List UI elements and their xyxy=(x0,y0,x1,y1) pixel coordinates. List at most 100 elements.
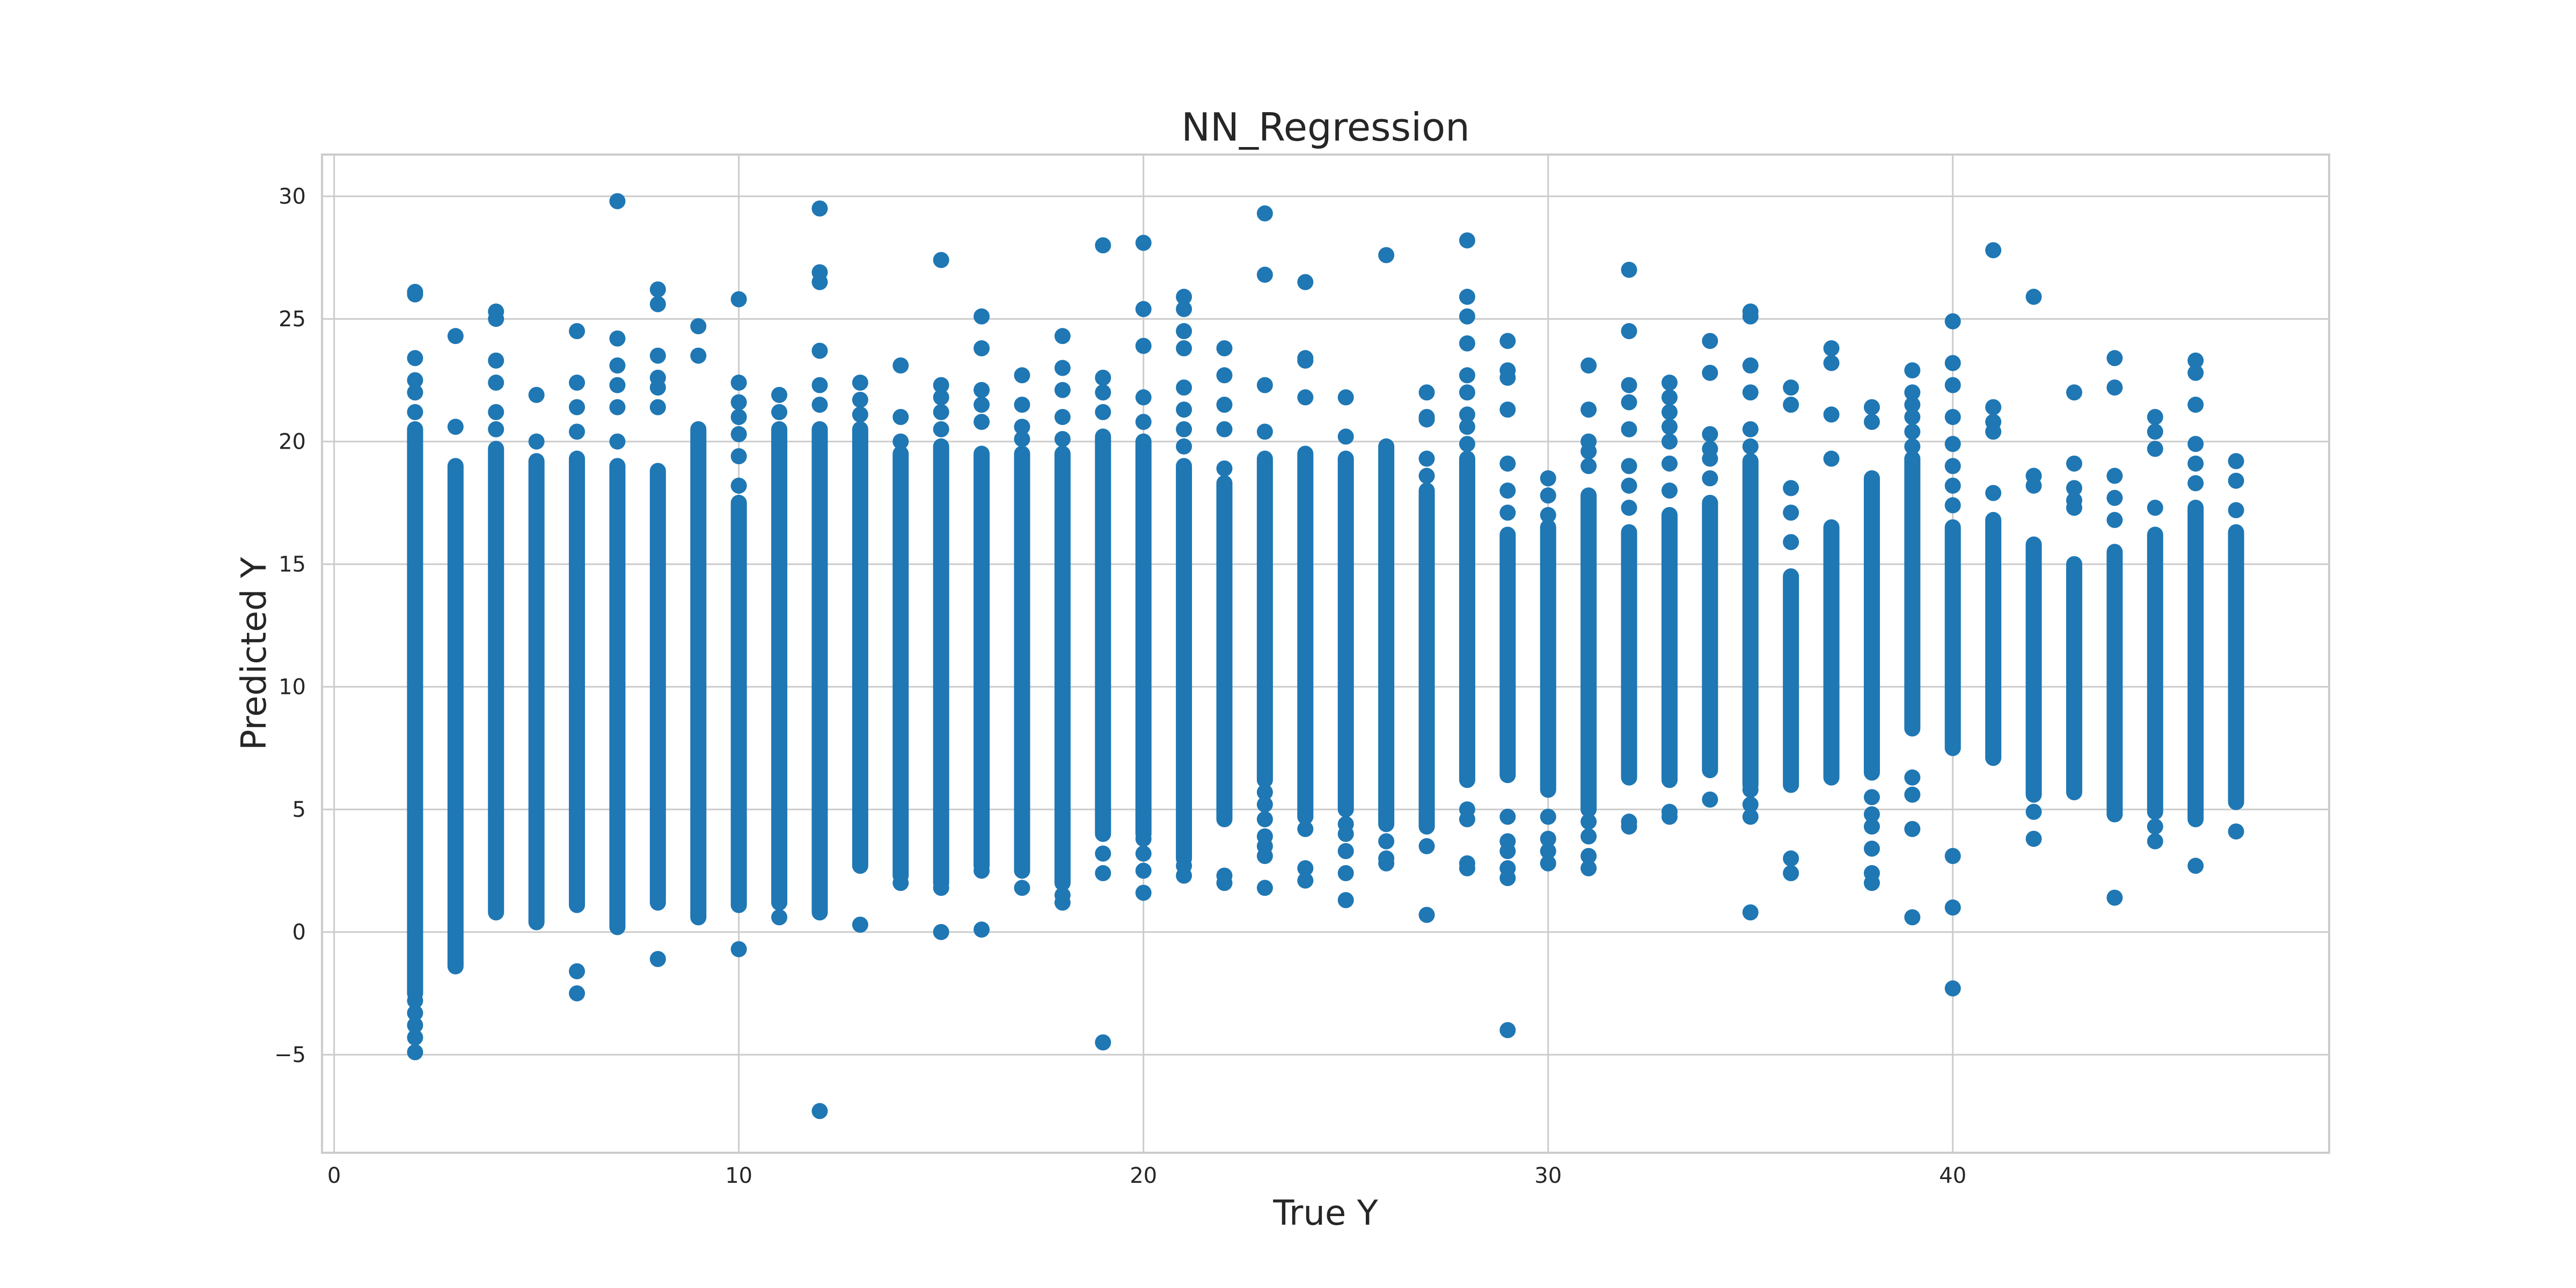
data-point xyxy=(1702,364,1718,381)
data-point xyxy=(2228,472,2244,489)
data-point xyxy=(892,357,909,374)
data-point xyxy=(1459,367,1475,384)
data-point xyxy=(1904,821,1921,837)
data-point xyxy=(1580,357,1597,374)
data-point xyxy=(1256,266,1273,283)
data-point xyxy=(730,408,747,425)
data-point xyxy=(1580,433,1597,450)
dense-point-band xyxy=(1256,450,1273,788)
data-point xyxy=(2106,350,2123,367)
dense-point-band xyxy=(1459,450,1475,788)
data-point xyxy=(1863,865,1880,882)
data-point xyxy=(974,382,990,398)
data-point xyxy=(1176,301,1192,317)
data-point xyxy=(1621,458,1637,474)
data-point xyxy=(1378,850,1395,867)
dense-point-band xyxy=(407,421,423,1001)
point-column xyxy=(528,386,545,931)
data-point xyxy=(1863,789,1880,806)
data-point xyxy=(811,1103,828,1119)
data-point xyxy=(892,875,909,891)
data-point xyxy=(1216,340,1233,357)
point-column xyxy=(1985,242,2002,766)
data-point xyxy=(1944,899,1961,916)
data-point xyxy=(1499,455,1516,472)
data-point xyxy=(1944,313,1961,330)
data-point xyxy=(1095,1034,1111,1051)
dense-point-band xyxy=(1216,475,1233,828)
data-point xyxy=(974,862,990,879)
point-column xyxy=(1944,313,1961,997)
data-point xyxy=(649,369,666,386)
y-tick-label: 5 xyxy=(292,797,306,822)
data-point xyxy=(1459,308,1475,325)
data-point xyxy=(1985,485,2002,501)
data-point xyxy=(609,357,626,374)
data-point xyxy=(1014,880,1030,896)
point-column xyxy=(1256,205,1273,896)
data-point xyxy=(1337,816,1354,832)
data-point xyxy=(2187,858,2204,874)
data-point xyxy=(1499,482,1516,499)
data-point xyxy=(1459,855,1475,872)
data-point xyxy=(1459,384,1475,401)
dense-point-band xyxy=(1297,445,1314,825)
data-point xyxy=(1014,431,1030,448)
data-point xyxy=(1095,237,1111,254)
data-point xyxy=(2066,384,2082,401)
data-point xyxy=(1702,470,1718,487)
dense-point-band xyxy=(1176,458,1192,867)
y-tick-label: 10 xyxy=(279,675,306,700)
data-point xyxy=(811,200,828,217)
data-point xyxy=(1135,862,1152,879)
point-column xyxy=(1135,235,1152,901)
point-column xyxy=(730,291,747,957)
data-point xyxy=(933,880,949,896)
data-point xyxy=(1661,389,1678,406)
data-point xyxy=(1014,419,1030,435)
data-point xyxy=(1337,892,1354,909)
point-column xyxy=(569,323,586,1001)
data-point xyxy=(730,375,747,391)
data-point xyxy=(1418,838,1435,854)
data-point xyxy=(1621,814,1637,830)
data-point xyxy=(1540,843,1556,859)
data-point xyxy=(1944,377,1961,393)
data-point xyxy=(1418,467,1435,484)
data-point xyxy=(1580,401,1597,418)
data-point xyxy=(1499,1022,1516,1038)
data-point xyxy=(1135,338,1152,354)
data-point xyxy=(2187,455,2204,472)
data-point xyxy=(1783,397,1799,413)
data-point xyxy=(488,421,504,437)
data-point xyxy=(892,433,909,450)
data-point xyxy=(1418,906,1435,923)
data-point xyxy=(1256,205,1273,222)
data-point xyxy=(407,283,423,300)
data-point xyxy=(2147,500,2163,516)
data-point xyxy=(2106,511,2123,528)
data-point xyxy=(1944,848,1961,865)
data-point xyxy=(1621,377,1637,393)
data-point xyxy=(1540,487,1556,504)
data-point xyxy=(1621,323,1637,340)
point-column xyxy=(1783,379,1799,882)
data-point xyxy=(1095,404,1111,420)
data-point xyxy=(1661,419,1678,435)
data-point xyxy=(1176,323,1192,340)
data-point xyxy=(1742,303,1759,320)
data-point xyxy=(1135,389,1152,406)
data-point xyxy=(811,342,828,359)
data-point xyxy=(730,394,747,411)
point-column xyxy=(407,283,423,1060)
data-point xyxy=(609,399,626,415)
data-point xyxy=(1054,431,1071,448)
data-point xyxy=(1863,840,1880,857)
x-tick-label: 40 xyxy=(1939,1163,1966,1188)
x-tick-label: 10 xyxy=(725,1163,752,1188)
tick-layer: 0 10 20 30 40 −5 0 5 10 15 20 25 30 xyxy=(274,185,1966,1188)
data-point xyxy=(1863,414,1880,430)
dense-point-band xyxy=(609,458,626,935)
data-point xyxy=(1054,360,1071,376)
data-point xyxy=(1256,811,1273,828)
